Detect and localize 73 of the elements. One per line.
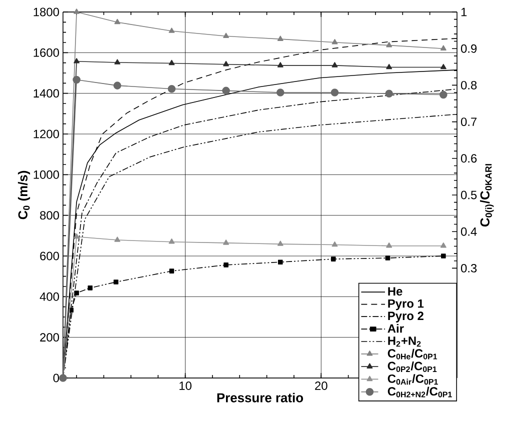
point — [385, 256, 390, 260]
y2-tick-label: 0.8 — [460, 80, 477, 90]
point — [440, 45, 446, 50]
point — [74, 233, 80, 239]
y-tick-label: 200 — [40, 333, 60, 342]
y2-tick-label: 0.6 — [460, 154, 477, 163]
y2-tick-label: 0.3 — [460, 264, 477, 272]
x-tick-label: 10 — [180, 382, 192, 390]
point — [278, 260, 283, 264]
legend-label: C$_{0Air}$/C$_{0P1}$ — [388, 374, 438, 385]
point — [113, 82, 122, 90]
y-tick-label: 1000 — [34, 170, 60, 179]
y-tick-label: 1600 — [34, 48, 60, 57]
y2-tick-label: 0.4 — [460, 227, 477, 236]
y-tick-label: 400 — [40, 292, 60, 301]
y-tick-label: 1200 — [34, 130, 60, 138]
legend-label: C$_{0H2+N2}$/C$_{0P1}$ — [388, 386, 452, 398]
point — [223, 240, 230, 245]
point — [168, 60, 175, 66]
y-tick-label: 600 — [40, 252, 60, 260]
y-tick-label: 1400 — [34, 89, 60, 98]
point — [386, 42, 392, 48]
point — [72, 76, 80, 84]
point — [223, 32, 230, 38]
y-axis-title: C$_{0}$ (m/s) — [18, 170, 30, 220]
legend-label: C$_{0He}$/C$_{0P1}$ — [388, 348, 438, 360]
point — [74, 58, 80, 64]
point — [386, 64, 392, 70]
point — [385, 90, 393, 98]
point — [168, 28, 175, 33]
x-axis-title: Pressure ratio — [217, 392, 304, 402]
point — [440, 242, 446, 248]
point — [276, 88, 284, 96]
y2-tick-label: 0.7 — [460, 118, 477, 126]
point — [440, 90, 448, 99]
y2-tick-label: 0.5 — [460, 190, 477, 200]
y-tick-label: 0 — [53, 374, 60, 382]
point — [332, 241, 338, 247]
point — [440, 64, 446, 70]
point — [332, 62, 338, 68]
point — [114, 18, 120, 24]
point — [386, 242, 392, 248]
point — [277, 62, 284, 68]
point — [114, 280, 118, 284]
point — [88, 286, 93, 290]
x-tick-label: 20 — [315, 382, 328, 390]
legend-label: H$_{2}$+N$_{2}$ — [388, 336, 421, 347]
y-tick-label: 1800 — [34, 8, 60, 16]
point — [223, 60, 230, 66]
point — [332, 38, 338, 44]
point — [441, 254, 446, 258]
point — [114, 236, 120, 242]
point — [168, 238, 175, 244]
point — [224, 262, 228, 268]
point — [169, 268, 174, 274]
legend-label: C$_{0P2}$/C$_{0P1}$ — [388, 361, 437, 372]
point — [222, 86, 230, 95]
point — [74, 8, 80, 14]
y-tick-label: 800 — [40, 211, 60, 220]
point — [330, 88, 339, 96]
point — [74, 290, 79, 296]
y2-tick-label: 0.9 — [460, 44, 477, 53]
legend-label: Pyro 2 — [388, 312, 424, 322]
point — [330, 256, 336, 262]
point — [114, 59, 120, 64]
y2-tick-label: 1 — [461, 8, 467, 16]
point — [168, 84, 176, 93]
legend-label: Pyro 1 — [388, 299, 424, 310]
y2-axis-title: C$_{0(i)}$/C$_{0KARI}$ — [480, 164, 494, 227]
point — [277, 36, 284, 41]
legend-label: He — [388, 287, 402, 296]
legend-label: Air — [388, 324, 404, 333]
point — [277, 240, 284, 246]
